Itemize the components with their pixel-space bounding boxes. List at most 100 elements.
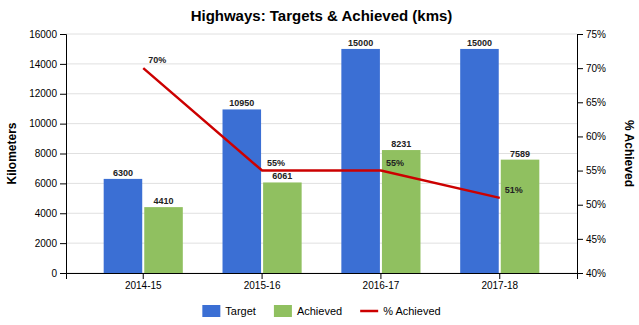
title: Highways: Targets & Achieved (kms) bbox=[191, 7, 453, 24]
tick-mark bbox=[60, 183, 66, 184]
tick-label: 65% bbox=[586, 97, 606, 108]
tick-mark bbox=[60, 94, 66, 95]
tick-label: 60% bbox=[586, 131, 606, 142]
legend-item: Achieved bbox=[274, 305, 342, 317]
tick-mark bbox=[577, 171, 583, 172]
tick-label: 40% bbox=[586, 268, 606, 279]
data-label: 6061 bbox=[272, 171, 292, 181]
data-label: 15000 bbox=[348, 38, 373, 48]
tick-mark bbox=[577, 102, 583, 103]
bar bbox=[460, 49, 499, 273]
tick: 10000 bbox=[29, 118, 66, 129]
tick-mark bbox=[60, 243, 66, 244]
tick: 65% bbox=[577, 97, 606, 108]
grid-line bbox=[66, 153, 577, 154]
tick-label: 2014-15 bbox=[125, 280, 162, 291]
data-labels: 6300109501500015000441060618231758970%55… bbox=[113, 38, 530, 206]
tick-mark bbox=[262, 273, 263, 279]
tick-label: 2017-18 bbox=[481, 280, 518, 291]
tick: 6000 bbox=[35, 178, 66, 189]
data-label: 15000 bbox=[467, 38, 492, 48]
tick-mark bbox=[60, 273, 66, 274]
tick-mark bbox=[577, 34, 583, 35]
grid-line bbox=[66, 34, 577, 35]
grid-line bbox=[66, 63, 577, 64]
tick-label: 45% bbox=[586, 234, 606, 245]
legend-label: Target bbox=[225, 305, 256, 317]
tick: 40% bbox=[577, 268, 606, 279]
tick-label: 4000 bbox=[35, 208, 58, 219]
data-label: 8231 bbox=[391, 139, 411, 149]
legend-label: Achieved bbox=[297, 305, 342, 317]
tick-mark bbox=[60, 213, 66, 214]
data-label: 55% bbox=[386, 158, 404, 168]
axis-line bbox=[60, 35, 67, 274]
bar bbox=[263, 182, 302, 273]
tick-label: 16000 bbox=[29, 29, 57, 40]
tick-mark bbox=[577, 68, 583, 69]
data-label: 7589 bbox=[510, 149, 530, 159]
bar bbox=[382, 150, 421, 273]
axis-title: % Achieved bbox=[622, 120, 636, 187]
tick-label: 6000 bbox=[35, 178, 58, 189]
grid-line bbox=[66, 123, 577, 124]
tick: 12000 bbox=[29, 88, 66, 99]
tick: 45% bbox=[577, 234, 606, 245]
data-label: 4410 bbox=[154, 196, 174, 206]
legend-item: Target bbox=[202, 305, 256, 317]
tick: 2015-16 bbox=[244, 273, 281, 291]
tick-mark bbox=[60, 124, 66, 125]
marks bbox=[104, 49, 540, 273]
bar-series bbox=[104, 49, 499, 273]
grid-line bbox=[66, 213, 577, 214]
tick: 60% bbox=[577, 131, 606, 142]
tick-label: 12000 bbox=[29, 88, 57, 99]
tick: 70% bbox=[577, 63, 606, 74]
data-label: 55% bbox=[267, 158, 285, 168]
tick-mark bbox=[143, 273, 144, 279]
data-label: 70% bbox=[148, 55, 166, 65]
tick-mark bbox=[577, 239, 583, 240]
tick: 75% bbox=[577, 29, 606, 40]
tick: 0 bbox=[51, 268, 66, 279]
bar bbox=[144, 207, 183, 273]
tick: 2016-17 bbox=[363, 273, 400, 291]
grid bbox=[66, 34, 577, 273]
bar bbox=[341, 49, 380, 273]
tick-label: 2000 bbox=[35, 238, 58, 249]
tick-mark bbox=[60, 34, 66, 35]
bar-series bbox=[144, 150, 539, 273]
bar bbox=[104, 179, 143, 273]
legend-label: % Achieved bbox=[383, 305, 440, 317]
tick-label: 2015-16 bbox=[244, 280, 281, 291]
legend-swatch bbox=[202, 305, 220, 317]
tick: 2000 bbox=[35, 238, 66, 249]
axis-line bbox=[67, 274, 578, 280]
data-label: 10950 bbox=[229, 98, 254, 108]
grid-line bbox=[66, 93, 577, 94]
tick-mark bbox=[577, 273, 583, 274]
tick: 4000 bbox=[35, 208, 66, 219]
axis-title: Kilometers bbox=[5, 122, 19, 184]
tick-label: 0 bbox=[51, 268, 57, 279]
x-axis: 2014-15 2015-16 2016-17 2017-18 bbox=[67, 273, 578, 291]
tick-label: 70% bbox=[586, 63, 606, 74]
tick-mark bbox=[499, 273, 500, 279]
tick: 8000 bbox=[35, 148, 66, 159]
tick-label: 10000 bbox=[29, 118, 57, 129]
legend-swatch bbox=[274, 305, 292, 317]
tick: 50% bbox=[577, 199, 606, 210]
y2-axis: 40%45%50%55%60%65%70%75% bbox=[577, 29, 606, 279]
tick-label: 2016-17 bbox=[363, 280, 400, 291]
legend-item: % Achieved bbox=[360, 305, 440, 317]
bar bbox=[223, 109, 262, 273]
tick-label: 50% bbox=[586, 199, 606, 210]
tick-label: 75% bbox=[586, 29, 606, 40]
legend-swatch bbox=[360, 310, 378, 313]
tick: 2014-15 bbox=[125, 273, 162, 291]
line bbox=[143, 68, 500, 198]
tick: 16000 bbox=[29, 29, 66, 40]
grid-line bbox=[66, 183, 577, 184]
tick-label: 14000 bbox=[29, 59, 57, 70]
axis-line bbox=[578, 35, 584, 274]
